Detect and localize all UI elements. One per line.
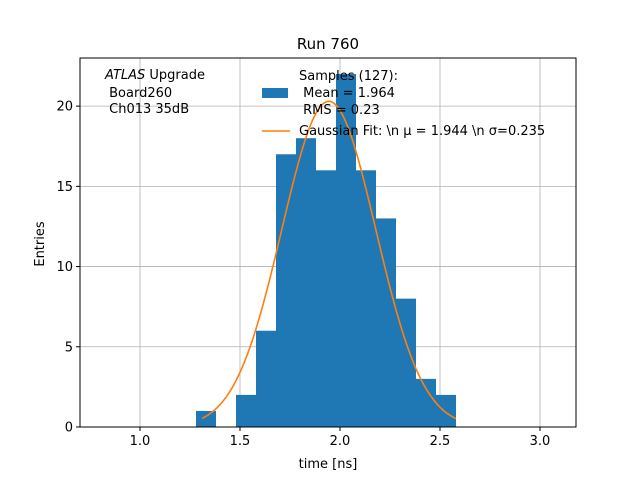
y-tick-label-0: 0 — [65, 421, 73, 436]
histogram-bar-12 — [436, 394, 456, 427]
histogram-bar-7 — [336, 74, 356, 427]
histogram-bar-2 — [236, 394, 256, 427]
histogram-bar-11 — [416, 378, 436, 427]
y-tick-label-1: 5 — [65, 340, 73, 355]
histogram-bar-3 — [256, 330, 276, 427]
histogram-bar-9 — [376, 218, 396, 427]
legend-samples-swatch — [262, 88, 288, 98]
plot-frame — [79, 57, 577, 428]
legend-samples-line-1: Samples (127): — [299, 69, 398, 84]
x-tick-label-0: 1.0 — [130, 434, 151, 449]
x-tick-label-4: 3.0 — [530, 434, 551, 449]
atlas-annotation: ATLAS Upgrade Board260 Ch013 35dB — [104, 68, 205, 117]
annotation-line-1: ATLAS Upgrade — [104, 68, 205, 83]
histogram-bars — [196, 74, 456, 427]
histogram-bar-6 — [316, 170, 336, 427]
legend-samples-line-3: RMS = 0.23 — [299, 103, 380, 118]
x-axis-label: time [ns] — [299, 457, 358, 472]
legend-samples-line-2: Mean = 1.964 — [299, 86, 395, 101]
histogram-bar-10 — [396, 298, 416, 427]
annotation-upgrade: Upgrade — [145, 68, 205, 83]
legend-fit-label: Gaussian Fit: \n μ = 1.944 \n σ=0.235 — [299, 124, 545, 139]
y-tick-label-4: 20 — [56, 100, 73, 115]
x-tick-label-3: 2.5 — [430, 434, 451, 449]
gaussian-fit-curve — [201, 100, 457, 420]
y-axis-ticks: 0 5 10 15 20 — [56, 100, 80, 436]
gaussian-fit-line — [201, 100, 457, 420]
chart-title: Run 760 — [297, 35, 359, 53]
annotation-atlas: ATLAS — [104, 68, 145, 83]
x-tick-label-1: 1.5 — [230, 434, 251, 449]
histogram-bar-5 — [296, 138, 316, 427]
legend: Samples (127): Mean = 1.964 RMS = 0.23 G… — [262, 69, 545, 139]
histogram-bar-4 — [276, 154, 296, 427]
histogram-bar-0 — [196, 410, 216, 427]
y-tick-label-2: 10 — [56, 260, 73, 275]
y-tick-label-3: 15 — [56, 180, 73, 195]
annotation-line-3: Ch013 35dB — [105, 102, 189, 117]
histogram-bar-8 — [356, 170, 376, 427]
annotation-line-2: Board260 — [105, 86, 172, 101]
x-axis-ticks: 1.0 1.5 2.0 2.5 3.0 — [130, 427, 551, 449]
x-tick-label-2: 2.0 — [330, 434, 351, 449]
y-axis-label: Entries — [33, 221, 48, 267]
